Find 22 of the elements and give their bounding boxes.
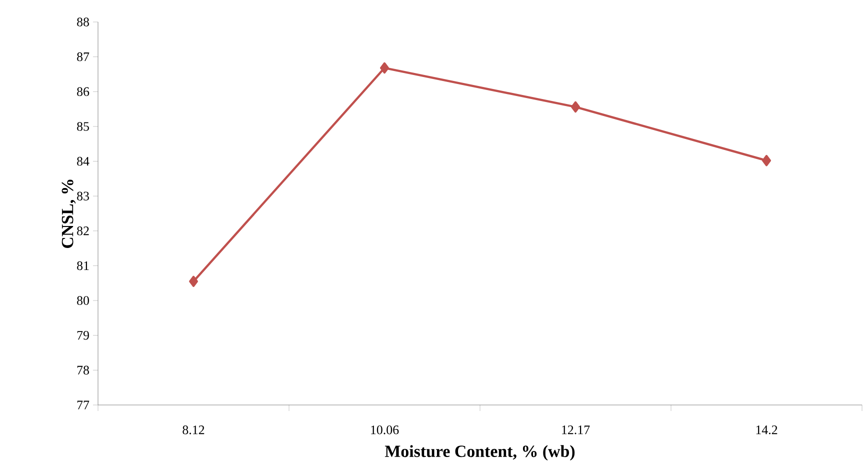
y-tick-label: 81 (77, 261, 89, 270)
y-axis-title: CNSL, % (62, 180, 76, 248)
x-tick-label: 14.2 (756, 426, 778, 434)
y-tick-label: 86 (77, 87, 90, 96)
y-tick-label: 88 (77, 18, 89, 26)
point (571, 101, 580, 113)
y-tick-label: 83 (77, 192, 89, 200)
x-tick-label: 12.17 (562, 426, 590, 434)
point (380, 62, 389, 74)
point (762, 154, 771, 166)
y-tick-label: 78 (77, 366, 89, 375)
y-tick-label: 80 (77, 296, 89, 305)
y-tick-label: 87 (77, 52, 90, 62)
y-tick-label: 84 (77, 156, 90, 166)
x-tick-label: 10.06 (371, 426, 399, 434)
x-axis-title: Moisture Content, % (wb) (384, 445, 575, 460)
y-tick-label: 77 (77, 400, 90, 410)
y-tick-label: 85 (77, 122, 89, 131)
x-tick-label: 8.12 (182, 426, 204, 434)
point (189, 276, 198, 287)
y-tick-label: 79 (77, 330, 89, 340)
y-tick-label: 82 (77, 226, 89, 236)
